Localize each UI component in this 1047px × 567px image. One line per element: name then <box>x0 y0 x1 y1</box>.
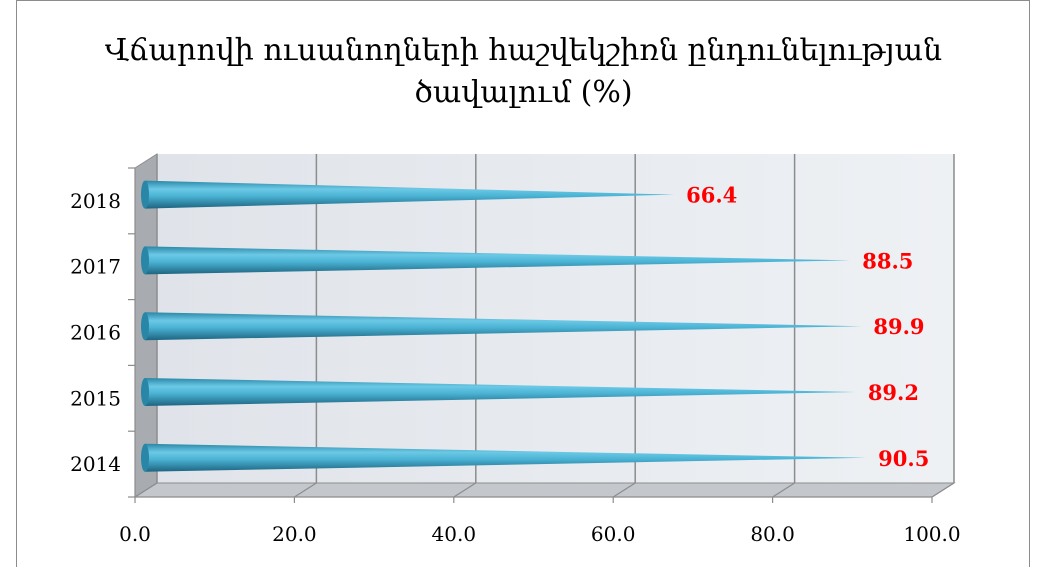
grid-floor-line <box>294 482 317 498</box>
chart-frame <box>16 0 1030 567</box>
x-tick-label: 0.0 <box>119 522 151 546</box>
bar-cone-base <box>141 443 149 472</box>
y-tick-label: 2015 <box>70 386 121 410</box>
chart-title-line2: ծավալում (%) <box>414 75 633 110</box>
grid-floor-line <box>931 482 955 498</box>
bar-cone <box>145 246 851 275</box>
value-label: 89.9 <box>873 314 924 339</box>
bar-cone-base <box>141 246 149 275</box>
y-tick-label: 2017 <box>70 255 121 279</box>
grid-floor-line <box>772 482 795 498</box>
x-tick-label: 100.0 <box>903 522 960 546</box>
grid-floor-line <box>134 482 158 498</box>
value-label: 89.2 <box>868 380 919 405</box>
value-labels: 90.5 89.2 89.9 88.5 66.4 <box>686 183 929 471</box>
value-label: 88.5 <box>862 248 913 273</box>
bar-cone <box>145 378 856 406</box>
floor <box>133 482 956 498</box>
bars <box>141 180 867 472</box>
bar-cone <box>145 312 862 341</box>
grid-floor-line <box>453 482 477 498</box>
y-tick-label: 2016 <box>70 321 121 345</box>
grid-floor-line <box>612 482 636 498</box>
y-tick-label: 2018 <box>70 189 121 213</box>
bar-cone-base <box>141 312 149 341</box>
value-label: 66.4 <box>686 183 737 208</box>
x-axis-labels: 0.0 20.0 40.0 60.0 80.0 100.0 <box>119 522 961 546</box>
bar-cone <box>145 443 867 472</box>
x-tick-label: 80.0 <box>750 522 795 546</box>
bar-cone-base <box>141 378 149 406</box>
bar-cone-base <box>141 180 149 209</box>
x-tick-label: 40.0 <box>432 522 477 546</box>
bar-cone <box>145 180 675 209</box>
x-tick-label: 60.0 <box>591 522 636 546</box>
value-label: 90.5 <box>878 446 929 471</box>
y-tick-label: 2014 <box>70 452 121 476</box>
y-axis-labels: 2014 2015 2016 2017 2018 <box>70 189 121 476</box>
chart-title-line1: Վճարովի ուսանողների հաշվեկշիռն ընդունելո… <box>104 33 943 68</box>
x-tick-label: 20.0 <box>272 522 317 546</box>
chart-title: Վճարովի ուսանողների հաշվեկշիռն ընդունելո… <box>0 30 1047 114</box>
